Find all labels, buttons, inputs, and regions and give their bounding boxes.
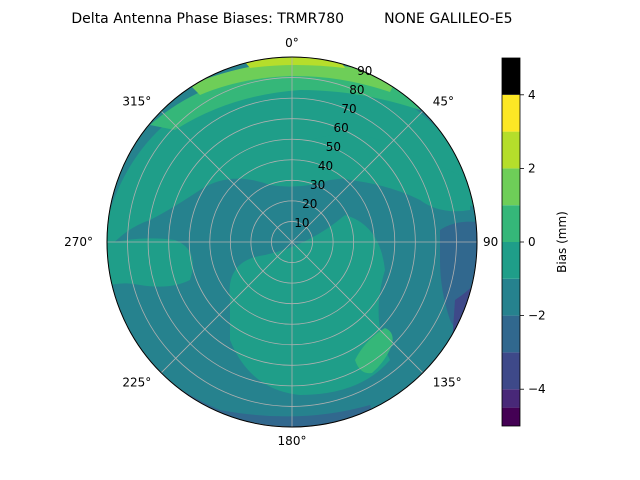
radial-tick-label: 80 [349, 83, 364, 97]
contour-rim-north-peak [245, 57, 345, 68]
polar-grid [106, 56, 478, 428]
colorbar-band [502, 278, 520, 316]
radial-tick-label: 10 [294, 216, 309, 230]
colorbar-tick-label: 0 [528, 235, 536, 249]
colorbar-tick-label: −2 [528, 309, 546, 323]
colorbar-band [502, 242, 520, 279]
colorbar: −4 −2 0 2 4 Bias (mm) [501, 57, 569, 427]
chart-title: Delta Antenna Phase Biases: TRMR780 NONE… [71, 11, 512, 27]
angular-tick-label: 270° [64, 235, 93, 249]
contour-southeast-blob [355, 328, 393, 374]
radial-tick-label: 60 [334, 121, 349, 135]
colorbar-band [502, 168, 520, 206]
colorbar-band [502, 58, 520, 95]
angular-tick-label: 0° [285, 36, 299, 50]
contour-west-band [107, 238, 193, 290]
angular-tick-label: 315° [122, 94, 151, 108]
contour-rim-north [150, 69, 420, 130]
colorbar-label: Bias (mm) [555, 211, 569, 273]
angular-gridline [291, 110, 424, 243]
angular-tick-label: 180° [278, 434, 307, 448]
colorbar-band [502, 131, 520, 169]
radial-tick-label: 30 [310, 178, 325, 192]
colorbar-tick-label: −4 [528, 382, 546, 396]
radial-tick-label: 50 [326, 140, 341, 154]
radial-tick-label: 90 [357, 64, 372, 78]
colorbar-band [502, 315, 520, 353]
colorbar-band [502, 352, 520, 390]
radial-tick-label: 20 [302, 197, 317, 211]
radial-tick-labels: 10 20 30 40 50 60 70 80 90 [294, 64, 372, 230]
colorbar-band [502, 205, 520, 242]
angular-tick-label: 225° [122, 376, 151, 390]
colorbar-band [502, 407, 520, 426]
contour-center-blob [229, 215, 390, 395]
colorbar-tick-label: 4 [528, 88, 536, 102]
angular-gridline [160, 110, 293, 243]
angular-gridline [291, 241, 424, 374]
colorbar-ticks: −4 −2 0 2 4 [520, 88, 546, 396]
angular-tick-label: 45° [433, 94, 454, 108]
colorbar-bands [502, 58, 520, 426]
radial-tick-label: 70 [341, 102, 356, 116]
angular-gridline [160, 241, 293, 374]
angular-tick-label: 135° [433, 376, 462, 390]
angular-tick-label: 90 [483, 235, 498, 249]
radial-tick-label: 40 [318, 159, 333, 173]
angular-tick-labels: 0° 45° 90 135° 180° 225° 270° 315° [64, 36, 498, 448]
contour-rim-north-bright [190, 61, 395, 95]
contour-upper-ring-east [310, 134, 470, 212]
colorbar-band [502, 389, 520, 408]
colorbar-tick-label: 2 [528, 161, 536, 175]
polar-frame [106, 56, 478, 428]
colorbar-band [502, 94, 520, 132]
